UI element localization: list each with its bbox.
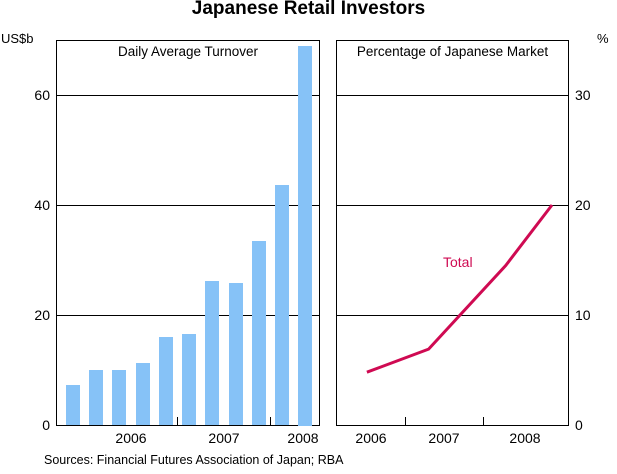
bar-2 (112, 370, 126, 425)
xtick-label-right-2006: 2006 (355, 430, 387, 446)
bar-7 (229, 283, 243, 425)
xtick-label-left-2006: 2006 (115, 430, 147, 446)
ytick-label-left-20: 20 (34, 307, 50, 323)
bar-5 (182, 334, 196, 425)
ytick-label-left-60: 60 (34, 87, 50, 103)
gridline-left-20 (56, 315, 320, 316)
xtick-label-right-2008: 2008 (509, 430, 541, 446)
left-axis-unit-label: US$b (1, 31, 34, 46)
xtick-label-left-2008: 2008 (287, 430, 319, 446)
bar-9 (275, 185, 289, 425)
source-note: Sources: Financial Futures Association o… (44, 453, 344, 467)
ytick-label-right-30: 30 (575, 87, 591, 103)
xtick-left-0 (177, 417, 178, 425)
gridline-left-40 (56, 205, 320, 206)
bar-8 (252, 241, 266, 425)
right-axis-unit-label: % (597, 31, 609, 46)
ytick-label-right-10: 10 (575, 307, 591, 323)
bar-3 (136, 363, 150, 425)
bar-1 (89, 370, 103, 425)
gridline-left-60 (56, 95, 320, 96)
xtick-label-left-2007: 2007 (208, 430, 240, 446)
gridline-right-10 (336, 315, 569, 316)
gridline-right-20 (336, 205, 569, 206)
bar-4 (159, 337, 173, 425)
xtick-label-right-2007: 2007 (428, 430, 460, 446)
bar-0 (66, 385, 80, 425)
left-panel-caption: Daily Average Turnover (117, 44, 259, 59)
xtick-left-1 (270, 417, 271, 425)
bar-6 (205, 281, 219, 425)
ytick-label-left-0: 0 (42, 417, 50, 433)
xtick-right-0 (405, 417, 406, 425)
line-series-total (366, 204, 554, 374)
chart-title: Japanese Retail Investors (191, 0, 426, 19)
bar-10 (298, 46, 312, 426)
gridline-right-30 (336, 95, 569, 96)
right-panel-caption: Percentage of Japanese Market (356, 44, 549, 59)
ytick-label-left-40: 40 (34, 197, 50, 213)
xtick-right-1 (483, 417, 484, 425)
ytick-label-right-20: 20 (575, 197, 591, 213)
series-label-total: Total (443, 254, 473, 270)
ytick-label-right-0: 0 (575, 417, 583, 433)
